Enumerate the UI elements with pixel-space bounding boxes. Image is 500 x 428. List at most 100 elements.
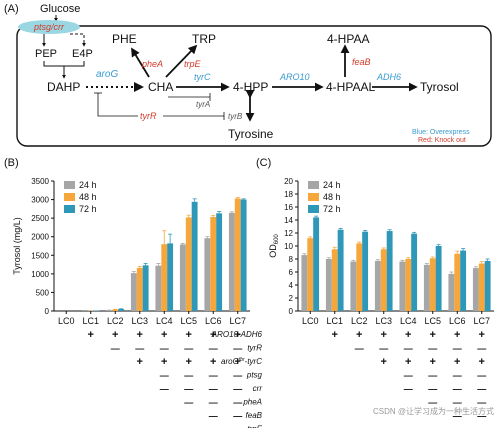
minus-mark: —: [428, 371, 437, 381]
plus-mark: +: [210, 329, 216, 341]
bar-LC2-24h: [106, 310, 113, 311]
hpaal-label: 4-HPAAL: [326, 80, 375, 94]
y-tick-label: 2500: [31, 214, 49, 223]
minus-mark: —: [160, 371, 169, 381]
minus-mark: —: [233, 411, 242, 421]
feab-label: feaB: [352, 57, 371, 67]
minus-mark: —: [184, 384, 193, 394]
phe-label: PHE: [112, 32, 137, 46]
tyrosol-label: Tyrosol: [420, 80, 459, 94]
legend-swatch-72h: [64, 205, 75, 213]
bar-LC7-24h: [472, 268, 479, 311]
panel-label-c: (C): [256, 157, 271, 169]
strain-row-label-sup: fbr: [239, 357, 245, 363]
y-tick-label: 14: [284, 216, 293, 225]
strain-row-label-main: crr: [253, 384, 263, 393]
strain-row-label-main: feaB: [246, 411, 263, 420]
plus-mark: +: [479, 356, 485, 368]
strain-table-b: + + + + + + + — — — — — — + + + + + — — — — — — — — — — — — — —: [88, 329, 243, 428]
pathway-frame: [16, 25, 492, 147]
x-tick-label: LC3: [131, 316, 148, 326]
bar-LC5-48h: [185, 217, 192, 311]
arrow-glucose-e4p: [70, 33, 86, 47]
e4p-join-line: [74, 61, 85, 67]
x-tick-label: LC0: [302, 316, 319, 326]
minus-mark: —: [209, 398, 218, 408]
y-tick-label: 20: [284, 177, 293, 186]
bar-LC5-72h: [435, 246, 442, 311]
legend-swatch-72h: [308, 205, 319, 213]
minus-mark: —: [404, 371, 413, 381]
x-tick-label: LC5: [180, 316, 197, 326]
tyrr-line-left: [97, 93, 138, 117]
minus-mark: —: [233, 384, 242, 394]
bar-LC6-72h: [216, 213, 223, 311]
e4p-label: E4P: [72, 48, 93, 60]
plus-mark: +: [137, 329, 143, 341]
bar-LC4-24h: [155, 265, 162, 311]
minus-mark: —: [428, 398, 437, 408]
minus-mark: —: [477, 371, 486, 381]
legend-label-72h: 72 h: [79, 204, 97, 214]
y-tick-label: 0: [45, 307, 50, 316]
minus-mark: —: [135, 344, 144, 354]
glucose-label: Glucose: [40, 3, 80, 15]
tyrosine-label: Tyrosine: [228, 127, 274, 141]
legend-overexpress: Blue: Overexpress: [412, 129, 470, 136]
x-tick-label: LC7: [473, 316, 490, 326]
bar-LC6-48h: [210, 217, 217, 311]
minus-mark: —: [184, 398, 193, 408]
minus-mark: —: [404, 384, 413, 394]
bar-LC6-72h: [460, 250, 467, 311]
strain-row-label-main: ptsg: [246, 371, 263, 380]
chart-b: 0 500 1000 1500 2000 2500 3000 3500 Tyrosol (mg/…: [12, 177, 250, 326]
panel-label-b: (B): [4, 157, 19, 169]
bar-LC1-72h: [337, 229, 344, 311]
minus-mark: —: [453, 384, 462, 394]
arog-label: aroG: [96, 69, 118, 80]
plus-mark: +: [381, 356, 387, 368]
strain-row-label-main: trpE: [247, 425, 262, 428]
plus-mark: +: [235, 329, 241, 341]
y-tick-label: 16: [284, 203, 293, 212]
minus-mark: —: [428, 384, 437, 394]
strain-row-label: pheA: [242, 398, 262, 407]
strain-row-label: aroGfbr-tyrC: [221, 357, 262, 366]
bar-LC4-48h: [161, 244, 168, 311]
x-tick-label: LC7: [229, 316, 246, 326]
legend-label-48h: 48 h: [79, 192, 97, 202]
y-tick-label: 2: [289, 294, 294, 303]
minus-mark: —: [160, 384, 169, 394]
minus-mark: —: [477, 384, 486, 394]
bar-LC0-48h: [307, 238, 314, 311]
bar-LC7-48h: [234, 198, 241, 311]
plus-mark: +: [454, 329, 460, 341]
bar-LC3-48h: [380, 249, 387, 311]
x-tick-label: LC2: [351, 316, 368, 326]
minus-mark: —: [477, 398, 486, 408]
x-tick-label: LC6: [205, 316, 222, 326]
bar-LC2-24h: [350, 261, 357, 311]
ptsg-bubble: [18, 20, 80, 34]
bar-LC4-72h: [167, 243, 174, 311]
hpaa-label: 4-HPAA: [327, 32, 369, 46]
minus-mark: —: [184, 344, 193, 354]
x-tick-label: LC4: [156, 316, 173, 326]
x-tick-label: LC1: [82, 316, 99, 326]
bar-LC2-48h: [356, 243, 363, 311]
adh6-label: ADH6: [376, 72, 401, 82]
y-tick-label: 6: [289, 268, 294, 277]
y-tick-label: 12: [284, 229, 293, 238]
arrow-cha-phe: [131, 47, 150, 78]
bar-LC7-24h: [228, 212, 235, 311]
bar-LC3-72h: [142, 265, 149, 311]
minus-mark: —: [160, 344, 169, 354]
x-tick-label: LC5: [424, 316, 441, 326]
strain-row-label-main: aroG: [221, 357, 239, 366]
bar-LC5-24h: [423, 264, 430, 311]
minus-mark: —: [111, 344, 120, 354]
legend-label-24h: 24 h: [323, 180, 341, 190]
x-tick-label: LC6: [449, 316, 466, 326]
minus-mark: —: [355, 344, 364, 354]
